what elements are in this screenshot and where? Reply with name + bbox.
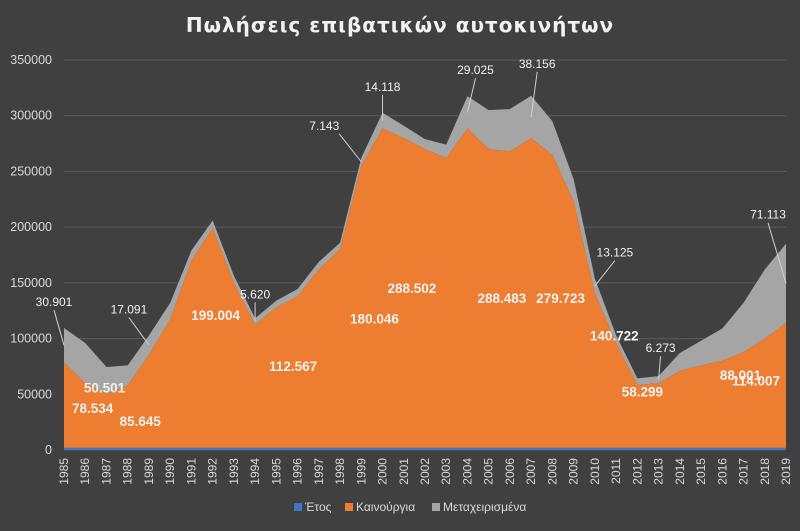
data-label-used: 6.273	[646, 341, 676, 355]
data-label-used: 38.156	[519, 57, 556, 71]
x-tick-label: 1986	[78, 458, 92, 485]
y-tick-label: 300000	[10, 109, 52, 123]
x-tick-label: 2007	[524, 458, 538, 485]
data-label-new: 288.502	[388, 281, 437, 296]
data-label-new: 85.645	[120, 414, 162, 429]
x-tick-label: 2012	[630, 458, 644, 485]
label-leader-line	[530, 71, 538, 118]
data-label-used: 17.091	[111, 303, 148, 317]
y-tick-label: 50000	[17, 387, 52, 401]
legend: Έτος Καινούργια Μεταχειρισμένα	[294, 500, 526, 514]
legend-swatch	[294, 503, 302, 511]
plot-area	[64, 95, 786, 450]
data-label-new: 112.567	[269, 359, 317, 374]
legend-label: Μεταχειρισμένα	[443, 500, 526, 514]
data-label-new: 58.299	[622, 384, 663, 399]
y-tick-label: 150000	[10, 276, 52, 290]
data-label-used: 29.025	[457, 63, 494, 77]
x-tick-label: 2010	[588, 458, 602, 485]
y-tick-label: 350000	[10, 53, 52, 67]
legend-item: Έτος	[294, 500, 332, 514]
x-tick-label: 1987	[99, 458, 113, 485]
legend-label: Καινούργια	[356, 500, 415, 514]
data-labels: 78.534 50.501 85.645 199.004 112.567 180.046 2…	[36, 57, 787, 429]
x-tick-label: 2017	[737, 458, 751, 485]
data-label-new: 50.501	[84, 381, 126, 396]
legend-label: Έτος	[304, 500, 332, 514]
label-leader-line	[338, 133, 362, 163]
label-leader-line	[594, 260, 616, 287]
legend-item: Καινούργια	[345, 500, 415, 514]
legend-swatch	[345, 503, 353, 511]
x-tick-label: 2006	[503, 458, 517, 485]
y-tick-label: 0	[45, 443, 52, 457]
x-tick-label: 1993	[227, 458, 241, 485]
x-tick-label: 2005	[482, 458, 496, 485]
y-tick-label: 250000	[10, 164, 52, 178]
data-label-used: 13.125	[597, 246, 634, 260]
x-tick-label: 2015	[694, 458, 708, 485]
label-leader-line	[658, 356, 662, 380]
label-leader-line	[128, 317, 150, 346]
data-label-new: 180.046	[350, 312, 399, 327]
x-tick-label: 1995	[269, 458, 283, 485]
series-used-area	[64, 95, 786, 394]
data-label-new: 78.534	[72, 401, 114, 416]
x-tick-label: 2003	[439, 458, 453, 485]
x-tick-label: 1988	[121, 458, 135, 485]
legend-item: Μεταχειρισμένα	[432, 500, 526, 514]
x-tick-label: 2011	[609, 458, 623, 484]
x-tick-label: 1998	[333, 458, 347, 485]
x-tick-label: 2018	[758, 458, 772, 485]
x-tick-label: 2004	[460, 458, 474, 485]
legend-swatch	[432, 503, 440, 511]
data-label-used: 30.901	[36, 295, 73, 309]
data-label-used: 71.113	[750, 208, 786, 222]
data-label-used: 5.620	[240, 287, 270, 301]
x-tick-label: 1992	[206, 458, 220, 485]
y-tick-label: 200000	[10, 220, 52, 234]
x-tick-label: 1996	[291, 458, 305, 485]
data-label-new: 140.722	[590, 328, 639, 343]
x-tick-label: 2000	[376, 458, 390, 485]
x-tick-label: 1999	[354, 458, 368, 485]
x-tick-label: 1991	[184, 458, 198, 485]
data-label-used: 14.118	[365, 80, 401, 94]
x-tick-label: 1994	[248, 458, 262, 485]
x-tick-label: 2013	[652, 458, 666, 485]
x-tick-label: 1985	[57, 458, 71, 485]
data-label-new: 88.001	[720, 368, 762, 383]
x-tick-label: 2009	[567, 458, 581, 485]
y-tick-label: 100000	[10, 332, 52, 346]
y-axis: 0 50000 100000 150000 200000 250000 300000 3500…	[10, 53, 52, 457]
data-label-new: 288.483	[477, 291, 526, 306]
data-label-new: 279.723	[536, 291, 585, 306]
x-tick-label: 1989	[142, 458, 156, 485]
chart-title: Πωλήσεις επιβατικών αυτοκινήτων	[186, 13, 614, 37]
x-tick-label: 2014	[673, 458, 687, 485]
data-label-used: 7.143	[309, 119, 339, 133]
label-leader-line	[767, 222, 787, 284]
x-tick-label: 2001	[397, 458, 411, 485]
data-label-new: 114.007	[732, 373, 780, 388]
x-tick-label: 2002	[418, 458, 432, 485]
series-new-area	[64, 128, 786, 450]
x-tick-label: 2019	[779, 458, 793, 485]
label-leader-line	[466, 78, 476, 113]
data-label-new: 199.004	[191, 308, 240, 323]
x-tick-label: 2008	[545, 458, 559, 485]
x-tick-label: 2016	[715, 458, 729, 485]
series-year-area	[64, 447, 786, 450]
label-leader-line	[53, 309, 65, 346]
x-tick-label: 1997	[312, 458, 326, 485]
x-axis: 1985 1986 1987 1988 1989 1990 1991 1992 1993 1994…	[57, 458, 793, 485]
x-tick-label: 1990	[163, 458, 177, 485]
